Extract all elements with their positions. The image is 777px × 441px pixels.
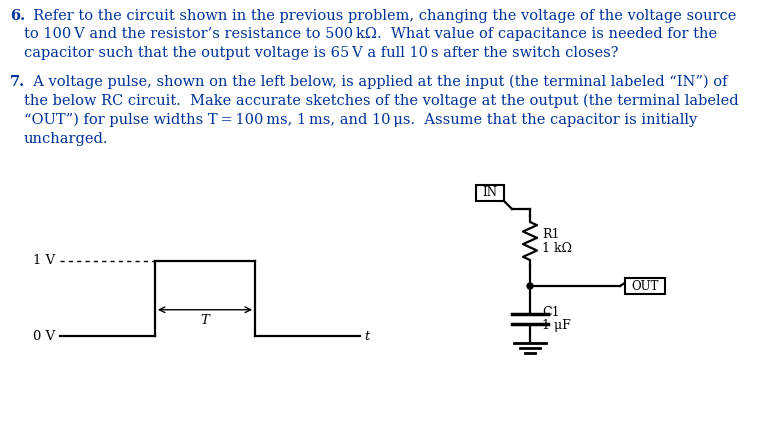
Text: R1: R1 [542,228,559,240]
Text: Refer to the circuit shown in the previous problem, changing the voltage of the : Refer to the circuit shown in the previo… [24,9,737,60]
Bar [476,185,504,201]
Text: 1 kΩ: 1 kΩ [542,242,572,254]
Text: A voltage pulse, shown on the left below, is applied at the input (the terminal : A voltage pulse, shown on the left below… [24,75,739,146]
Text: 7.: 7. [10,75,25,89]
Circle shape [527,283,533,289]
Text: T: T [200,314,210,327]
Text: 0 V: 0 V [33,329,55,343]
Text: IN: IN [483,187,497,199]
Bar [625,278,665,294]
Text: t: t [364,329,369,343]
Text: 1 μF: 1 μF [542,318,571,332]
Text: OUT: OUT [631,280,659,292]
Text: 6.: 6. [10,9,25,23]
Text: C1: C1 [542,306,559,319]
Text: 1 V: 1 V [33,254,55,268]
